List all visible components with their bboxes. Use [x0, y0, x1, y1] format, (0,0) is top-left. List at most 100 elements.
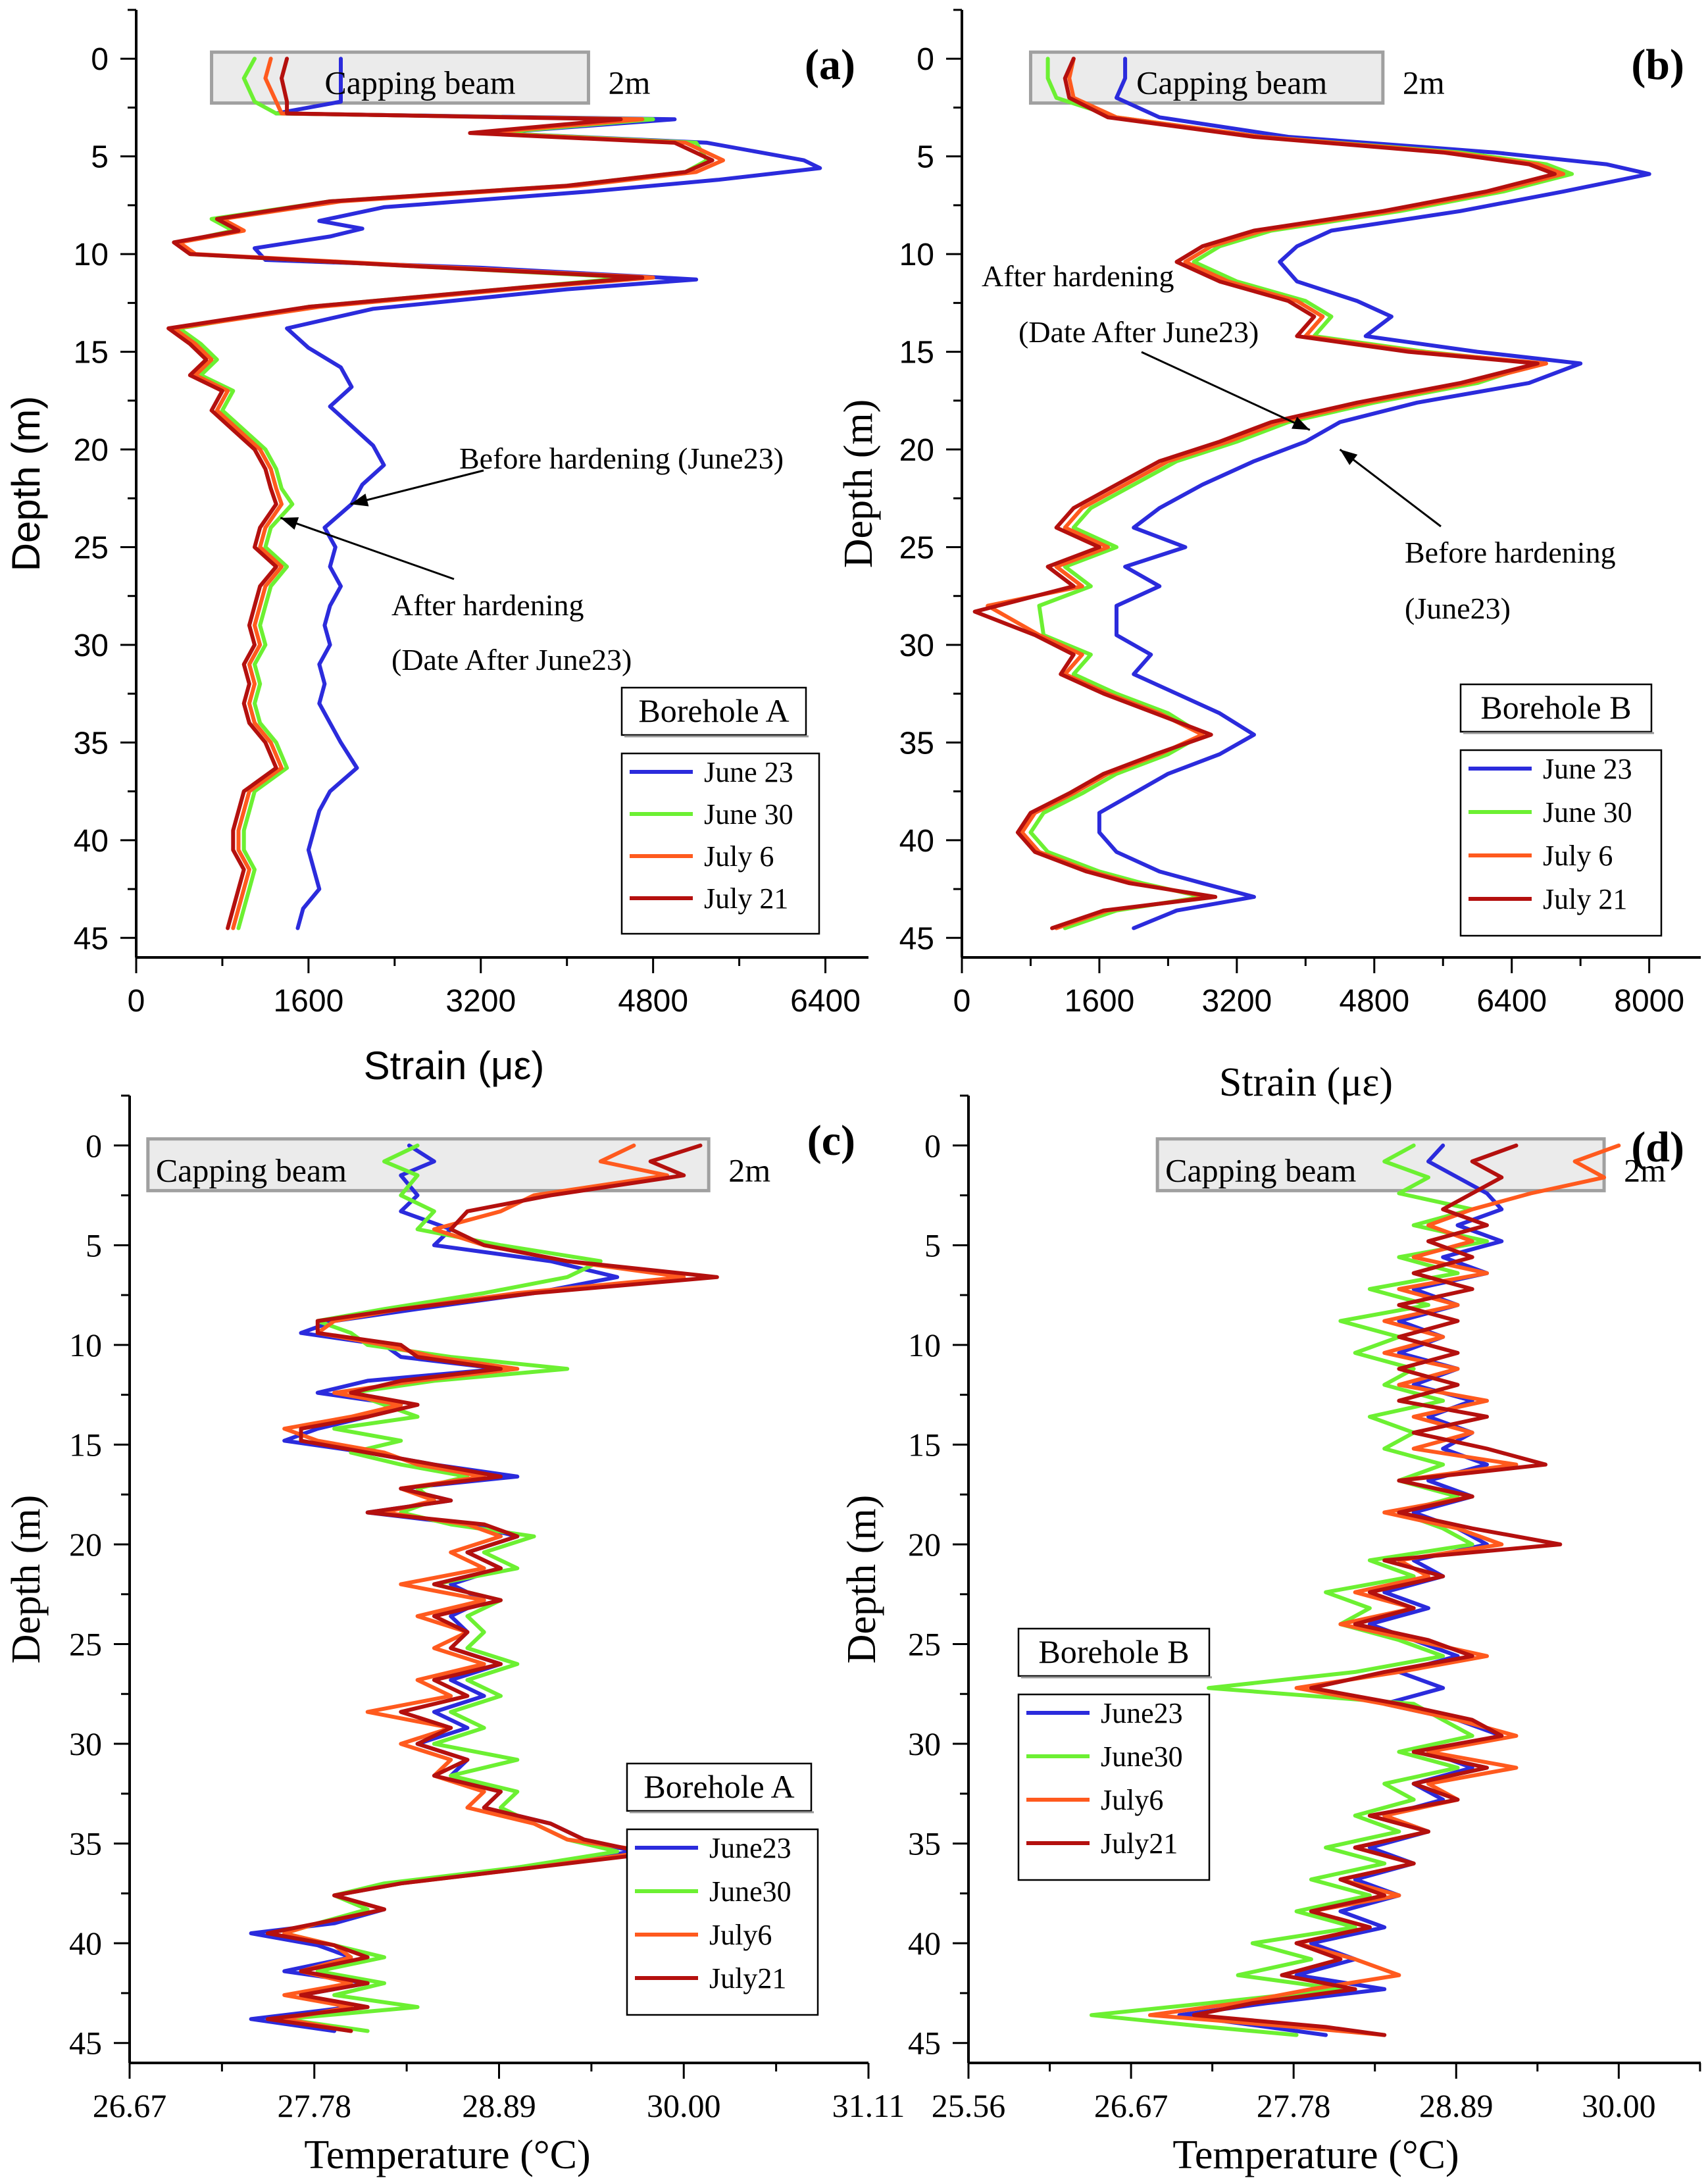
y-tick-label: 15	[908, 1426, 941, 1463]
legend-entry: July 6	[1543, 840, 1613, 872]
legend-entry: June 23	[704, 756, 793, 788]
panel-b-axes: 0 1600 3200 4800 6400 8000 0 5 10 15 20 25 30 35 40 45	[899, 9, 1701, 1019]
annotation-arrow-head	[280, 517, 299, 530]
panel-a-series	[166, 57, 822, 930]
panel-a-y-axis-title: Depth (m)	[4, 396, 48, 572]
y-tick-label: 40	[74, 824, 109, 859]
y-tick-label: 20	[74, 433, 109, 468]
x-tick-label: 8000	[1614, 984, 1684, 1019]
series-line-june-30	[1028, 57, 1574, 930]
y-tick-label: 25	[74, 530, 109, 565]
panel-c-axes: 26.67 27.78 28.89 30.00 31.11 0 5 10 15 20 25 30 35 4…	[69, 1094, 905, 2124]
y-tick-label: 15	[69, 1426, 102, 1463]
y-tick-label: 35	[74, 726, 109, 761]
panel-a-axes: 0 1600 3200 4800 6400 0 5 10 15 20 25 30 35 40 45	[74, 9, 868, 1019]
x-tick-label: 3200	[445, 984, 516, 1019]
annotation-arrow-head	[1340, 449, 1358, 465]
y-tick-label: 30	[908, 1725, 941, 1762]
y-tick-label: 40	[69, 1925, 102, 1962]
y-tick-label: 30	[74, 628, 109, 663]
legend-entry: July21	[709, 1962, 786, 1994]
y-tick-label: 5	[86, 1227, 102, 1263]
x-tick-label: 0	[128, 984, 145, 1019]
panel-d-x-axis-title: Temperature (°C)	[1172, 2133, 1459, 2177]
panel-a-label: (a)	[805, 41, 855, 89]
series-line-june-23	[253, 57, 822, 930]
series-line-june-30	[1090, 1143, 1489, 2037]
annotation-text: (Date After June23)	[391, 643, 632, 676]
x-tick-label: 3200	[1201, 984, 1272, 1019]
y-tick-label: 35	[908, 1825, 941, 1862]
panel-c-x-axis-title: Temperature (°C)	[304, 2133, 590, 2177]
legend-title-box	[1459, 683, 1653, 733]
annotation-arrow-line	[1339, 448, 1442, 528]
panel-b-legend: Borehole B June 23 June 30 July 6 July 21	[1459, 683, 1663, 937]
y-tick-label: 40	[908, 1925, 941, 1962]
legend-entry: June23	[1101, 1697, 1183, 1729]
series-line-july-21	[166, 57, 715, 930]
y-tick-label: 25	[69, 1626, 102, 1663]
x-tick-label: 6400	[1476, 984, 1547, 1019]
x-tick-label: 26.67	[93, 2087, 167, 2124]
panel-b-capping-beam	[1028, 50, 1385, 105]
panel-d-capping-beam	[1155, 1137, 1606, 1192]
legend-entry: June 30	[704, 798, 793, 830]
legend-entry: July6	[1101, 1784, 1163, 1816]
annotation-text: Before hardening (June23)	[459, 442, 784, 475]
panel-d-temperature-borehole-b: 25.56 26.67 27.78 28.89 30.00 0 5 10 15 20 25 30 35 4…	[840, 1094, 1701, 2177]
y-tick-label: 15	[899, 336, 934, 370]
annotation-arrow-line	[1141, 351, 1311, 431]
y-tick-label: 5	[91, 140, 109, 175]
y-tick-label: 45	[69, 2025, 102, 2062]
annotation-arrow-head	[1292, 417, 1310, 430]
legend-box	[626, 1828, 819, 2016]
legend-title-box	[626, 1762, 813, 1812]
panel-d-beam-label: Capping beam	[1165, 1152, 1356, 1188]
x-tick-label: 1600	[273, 984, 343, 1019]
y-tick-label: 25	[908, 1626, 941, 1663]
panel-d-beam-depth-label: 2m	[1624, 1152, 1666, 1188]
y-tick-label: 5	[924, 1227, 941, 1263]
y-tick-label: 35	[899, 726, 934, 761]
legend-box	[620, 752, 820, 935]
y-tick-label: 35	[69, 1825, 102, 1862]
x-tick-label: 27.78	[278, 2087, 352, 2124]
legend-entry: June 30	[1543, 796, 1632, 828]
annotation-arrow-head	[350, 494, 369, 507]
annotation-text: After hardening	[982, 259, 1174, 293]
panel-d-legend: Borehole B June23 June30 July6 July21	[1017, 1627, 1212, 1881]
annotation-text: After hardening	[391, 588, 584, 622]
annotation-text: (Date After June23)	[1018, 315, 1259, 349]
y-tick-label: 20	[908, 1526, 941, 1563]
y-tick-label: 0	[917, 42, 934, 77]
series-line-july-21	[972, 57, 1557, 930]
panel-a-x-axis-title: Strain (με)	[364, 1044, 545, 1088]
legend-entry: June 23	[1543, 753, 1632, 785]
legend-entry: June23	[709, 1832, 791, 1864]
panel-a-legend: Borehole A June 23 June 30 July 6 July 21	[620, 686, 820, 935]
panel-b-strain-borehole-b: 0 1600 3200 4800 6400 8000051015202530354045 …	[836, 9, 1701, 1105]
legend-box	[1459, 749, 1663, 937]
x-tick-label: 31.11	[832, 2087, 905, 2124]
x-tick-label: 4800	[618, 984, 688, 1019]
y-tick-label: 25	[899, 530, 934, 565]
y-tick-label: 5	[917, 140, 934, 175]
panel-c-beam-depth-label: 2m	[728, 1152, 770, 1188]
y-tick-label: 20	[69, 1526, 102, 1563]
legend-title: Borehole B	[1480, 689, 1631, 726]
legend-title: Borehole A	[643, 1768, 794, 1805]
panel-b-label: (b)	[1631, 41, 1684, 89]
panel-d-axes: 25.56 26.67 27.78 28.89 30.00 0 5 10 15 20 25 30 35 4…	[908, 1094, 1701, 2124]
panel-b-x-axis-title: Strain (με)	[1219, 1060, 1393, 1105]
legend-entry: July 21	[704, 882, 788, 915]
panel-b-y-axis-title: Depth (m)	[836, 399, 881, 569]
panel-a-beam-label: Capping beam	[324, 64, 515, 101]
series-line-july-21	[265, 1143, 719, 2033]
x-tick-label: 26.67	[1094, 2087, 1168, 2124]
legend-entry: June30	[1101, 1740, 1183, 1773]
legend-entry: July 6	[704, 840, 774, 873]
legend-title: Borehole A	[638, 692, 789, 729]
panel-c-legend: Borehole A June23 June30 July6 July21	[626, 1762, 819, 2016]
